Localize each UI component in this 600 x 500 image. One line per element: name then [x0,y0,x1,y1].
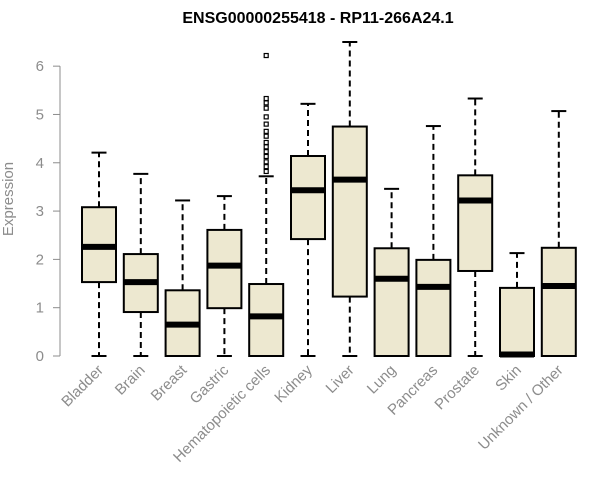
y-tick-label: 5 [36,106,44,123]
box-rect-kidney [290,155,326,241]
box-unknown-other [540,110,577,357]
box-pancreas [415,125,452,358]
outlier-point [263,114,269,120]
box-rect-hematopoietic-cells [248,283,285,358]
box-gastric [206,195,243,357]
y-tick-label: 4 [36,155,44,172]
box-rect-lung [373,247,410,357]
outlier-point [263,164,269,170]
box-liver [331,41,368,357]
box-rect-pancreas [415,258,452,358]
outlier-point [263,153,269,160]
outlier-point [263,149,269,155]
y-tick-label: 1 [36,300,44,317]
box-brain [122,172,159,357]
y-tick-label: 2 [36,251,44,268]
y-tick-label: 0 [36,348,44,365]
outlier-point [263,121,269,127]
box-hematopoietic-cells [248,52,285,358]
x-label-bladder: Bladder [58,362,107,411]
x-label-liver: Liver [323,362,358,397]
plot-area [81,41,577,358]
box-rect-gastric [206,228,243,310]
outlier-point [263,144,269,150]
y-axis-label: Expression [0,162,17,236]
x-label-lung: Lung [364,362,400,398]
box-bladder [81,151,117,357]
chart-title: ENSG00000255418 - RP11-266A24.1 [182,10,453,27]
outlier-point [263,100,269,106]
outlier-point [263,168,269,175]
box-prostate [457,97,494,357]
box-rect-liver [331,125,368,298]
outlier-point [263,139,269,146]
box-rect-skin [499,286,535,357]
x-label-skin: Skin [492,362,525,395]
outlier-point [263,133,269,139]
box-rect-unknown-other [540,246,577,357]
box-rect-prostate [457,174,494,272]
x-label-prostate: Prostate [431,362,483,414]
x-label-brain: Brain [112,362,149,399]
box-lung [373,187,410,357]
box-kidney [290,102,326,357]
y-axis: 0 1 2 3 4 5 6 [36,58,61,365]
outlier-point [263,159,269,165]
box-breast [164,199,201,358]
y-tick-label: 6 [36,58,44,75]
box-skin [499,252,535,358]
x-label-kidney: Kidney [271,361,316,406]
outlier-point [263,128,269,134]
outlier-point [263,52,269,59]
x-label-breast: Breast [148,361,191,404]
outlier-point [263,105,269,111]
y-tick-label: 3 [36,203,44,220]
outlier-point [263,95,269,102]
